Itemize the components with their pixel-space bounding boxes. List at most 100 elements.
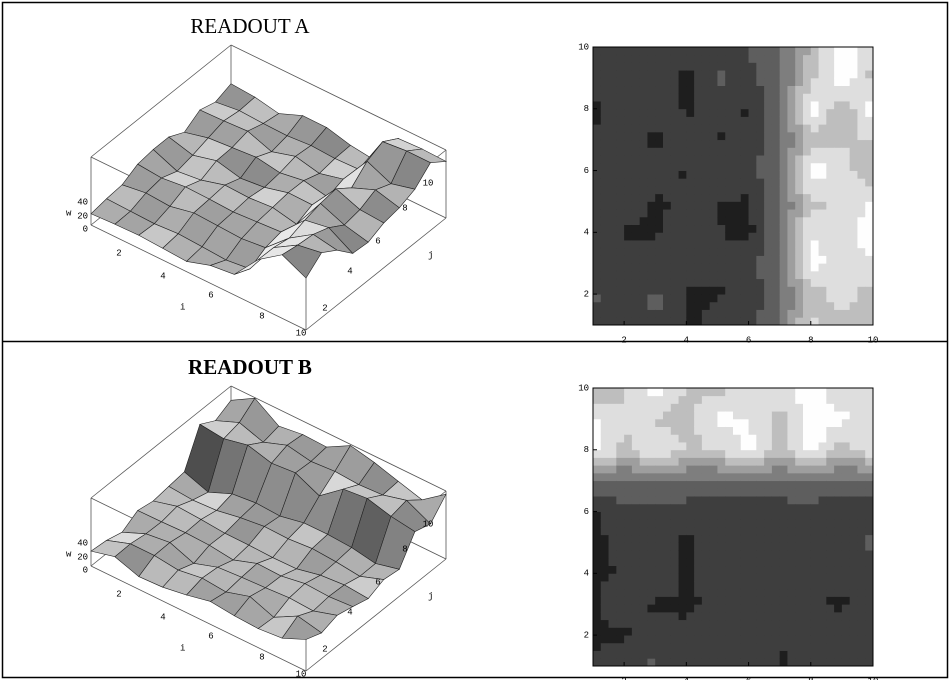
contour-cell <box>764 301 773 310</box>
contour-cell <box>787 186 796 195</box>
contour-cell <box>608 550 617 559</box>
contour-cell <box>733 403 742 412</box>
contour-cell <box>694 511 703 520</box>
contour-cell <box>593 209 602 218</box>
contour-cell <box>849 301 858 310</box>
i-tick-label: 4 <box>160 612 165 622</box>
contour-cell <box>639 62 648 71</box>
contour-cell <box>655 294 664 303</box>
contour-cell <box>593 534 602 543</box>
contour-cell <box>756 240 765 249</box>
contour-cell <box>803 155 812 164</box>
contour-cell <box>733 178 742 187</box>
contour-cell <box>678 47 687 56</box>
contour-cell <box>639 503 648 512</box>
contour-cell <box>600 542 609 551</box>
contour-cell <box>834 301 843 310</box>
contour-cell <box>709 317 718 326</box>
contour-cell <box>771 573 781 582</box>
contour-cell <box>779 240 788 249</box>
contour-cell <box>841 581 851 590</box>
contour-cell <box>631 263 641 272</box>
contour-cell <box>810 411 819 420</box>
contour-cell <box>694 108 703 117</box>
contour-cell <box>795 301 804 310</box>
contour-cell <box>694 635 703 644</box>
contour-cell <box>771 70 781 79</box>
contour-cell <box>593 317 602 326</box>
contour-cell <box>787 193 796 202</box>
contour-cell <box>803 131 812 141</box>
contour-cell <box>608 480 617 489</box>
contour-cell <box>678 294 687 303</box>
contour-cell <box>733 642 742 651</box>
contour-cell <box>694 54 703 63</box>
contour-cell <box>694 457 703 466</box>
contour-cell <box>686 131 695 141</box>
contour-cell <box>639 619 648 628</box>
contour-cell <box>655 503 664 512</box>
contour-cell <box>834 108 843 117</box>
contour-cell <box>631 70 641 79</box>
contour-cell <box>593 155 602 164</box>
contour-cell <box>818 85 827 94</box>
contour-cell <box>701 650 711 659</box>
contour-cell <box>600 131 609 141</box>
contour-cell <box>725 550 734 559</box>
contour-cell <box>857 232 866 241</box>
contour-cell <box>818 511 827 520</box>
contour-cell <box>670 642 679 651</box>
contour-cell <box>647 54 656 63</box>
contour-cell <box>608 240 617 249</box>
contour-cell <box>740 403 749 412</box>
contour-cell <box>725 224 734 233</box>
contour-cell <box>857 147 866 156</box>
contour-cell <box>834 635 843 644</box>
contour-cell <box>694 47 703 56</box>
contour-cell <box>748 650 757 659</box>
contour-cell <box>694 247 703 256</box>
contour-cell <box>631 240 641 249</box>
contour-cell <box>826 619 835 628</box>
contour-cell <box>795 418 804 428</box>
contour-cell <box>826 301 835 310</box>
contour-cell <box>779 472 788 482</box>
box-edge <box>90 224 307 331</box>
contour-cell <box>694 573 703 582</box>
contour-cell <box>826 434 835 443</box>
contour-cell <box>803 77 812 87</box>
contour-cell <box>795 216 804 226</box>
contour-cell <box>616 449 625 458</box>
contour-cell <box>616 47 625 56</box>
contour-cell <box>701 596 711 605</box>
contour-cell <box>787 426 796 435</box>
contour-cell <box>779 503 788 512</box>
contour-cell <box>857 503 866 512</box>
contour-cell <box>701 480 711 489</box>
contour-cell <box>624 642 633 651</box>
contour-cell <box>865 263 874 272</box>
contour-cell <box>639 247 648 256</box>
contour-cell <box>655 465 664 474</box>
contour-cell <box>686 596 695 605</box>
contour-cell <box>865 170 874 179</box>
contour-cell <box>608 442 617 451</box>
contour-cell <box>624 77 633 87</box>
contour-cell <box>639 270 648 280</box>
contour-cell <box>841 403 851 412</box>
contour-cell <box>593 581 602 590</box>
contour-cell <box>810 611 819 621</box>
contour-cell <box>826 116 835 125</box>
contour-cell <box>865 496 874 505</box>
contour-cell <box>725 193 734 202</box>
contour-cell <box>841 131 851 141</box>
contour-cell <box>655 270 664 280</box>
contour-cell <box>740 317 749 326</box>
contour-cell <box>639 635 648 644</box>
contour-cell <box>686 317 695 326</box>
contour-cell <box>694 388 703 397</box>
contour-cell <box>810 550 819 559</box>
contour-cell <box>593 54 602 63</box>
contour-cell <box>764 186 773 195</box>
contour-map <box>593 47 874 326</box>
